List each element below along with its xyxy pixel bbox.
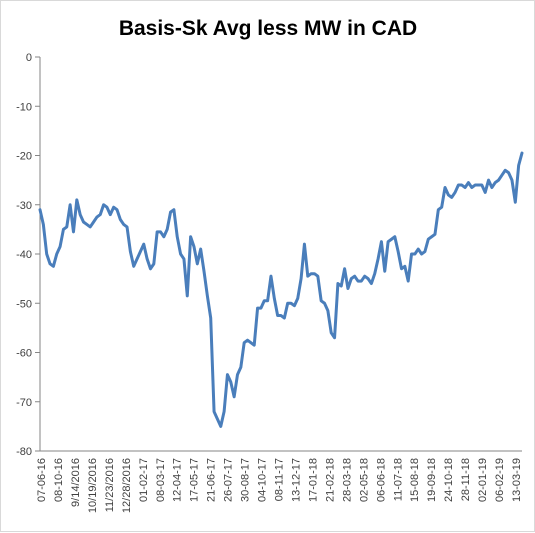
- x-tick-label: 01-02-17: [138, 458, 150, 502]
- x-tick-label: 21-02-18: [324, 458, 336, 502]
- x-axis-ticks: 07-06-16 08-10-16 9/14/2016 10/19/2016 11/23…: [36, 458, 523, 513]
- x-tick-label: 11-07-18: [392, 458, 404, 501]
- x-tick-label: 19-09-18: [426, 458, 438, 502]
- x-tick-label: 06-06-18: [375, 458, 387, 502]
- x-tick-label: 30-08-17: [240, 458, 252, 502]
- y-tick-label: -30: [16, 200, 32, 212]
- y-tick-label: -70: [16, 397, 32, 409]
- x-tick-label: 24-10-18: [443, 458, 455, 502]
- x-tick-label: 02-05-18: [358, 458, 370, 502]
- x-tick-label: 17-01-18: [307, 458, 319, 502]
- x-tick-label: 26-07-17: [223, 458, 235, 502]
- y-tick-label: -10: [16, 101, 32, 113]
- y-tick-label: -20: [16, 151, 32, 163]
- x-tick-label: 10/19/2016: [87, 458, 99, 513]
- x-tick-label: 21-06-17: [206, 458, 218, 502]
- x-tick-label: 13-03-19: [511, 458, 523, 502]
- y-tick-label: 0: [26, 52, 32, 64]
- chart-title: Basis-Sk Avg less MW in CAD: [119, 17, 417, 40]
- x-tick-label: 08-03-17: [155, 458, 167, 502]
- x-tick-label: 07-06-16: [36, 458, 48, 502]
- x-tick-label: 06-02-19: [494, 458, 506, 502]
- x-tick-label: 28-11-18: [460, 458, 472, 501]
- x-tick-label: 08-10-16: [53, 458, 65, 502]
- y-axis-ticks: 0 -10 -20 -30 -40 -50 -60 -70 -80: [16, 52, 40, 458]
- y-tick-label: -50: [16, 298, 32, 310]
- x-tick-label: 02-01-19: [477, 458, 489, 502]
- y-tick-label: -40: [16, 249, 32, 261]
- x-tick-label: 9/14/2016: [70, 458, 82, 507]
- y-tick-label: -80: [16, 446, 32, 458]
- x-tick-label: 08-11-17: [274, 458, 286, 501]
- x-tick-label: 12/28/2016: [121, 458, 133, 513]
- x-tick-label: 28-03-18: [341, 458, 353, 502]
- x-tick-label: 11/23/2016: [104, 458, 116, 512]
- x-tick-label: 12-04-17: [172, 458, 184, 502]
- y-tick-label: -60: [16, 348, 32, 360]
- x-tick-label: 15-08-18: [409, 458, 421, 502]
- x-tick-label: 17-05-17: [189, 458, 201, 502]
- x-tick-label: 04-10-17: [257, 458, 269, 502]
- series-line: [38, 151, 524, 428]
- x-tick-label: 13-12-17: [290, 458, 302, 502]
